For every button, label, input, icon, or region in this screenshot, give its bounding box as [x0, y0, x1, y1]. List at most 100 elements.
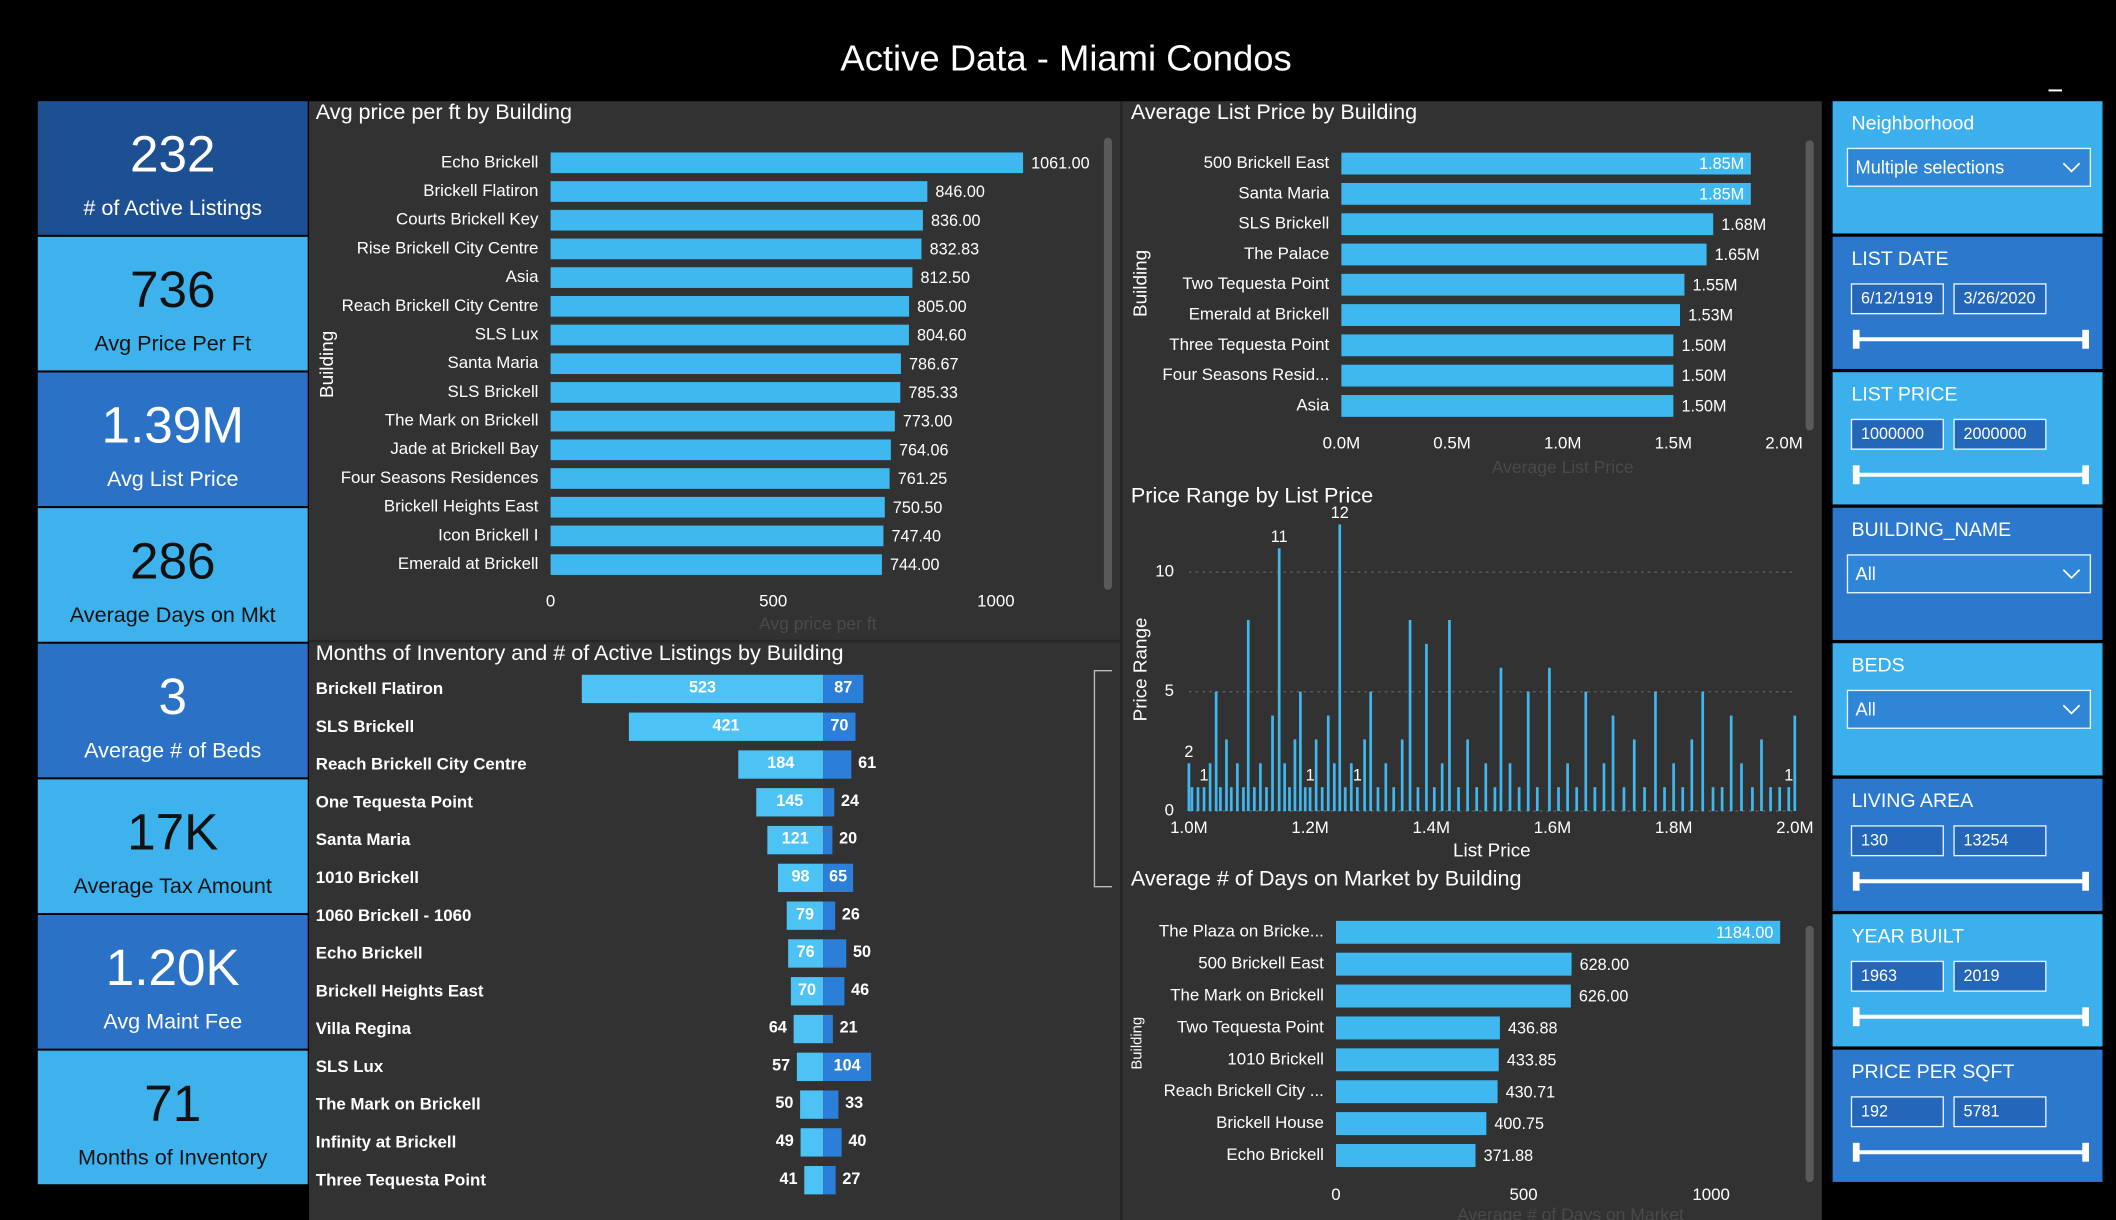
range-input[interactable]	[1850, 825, 1944, 857]
filter-label: BUILDING_NAME	[1852, 519, 2012, 541]
value-label: 523	[689, 679, 716, 697]
range-input[interactable]	[1953, 1096, 2047, 1128]
x-tick-label: 0.5M	[1433, 433, 1470, 452]
value-label: 1.55M	[1693, 276, 1738, 294]
category-label: Three Tequesta Point	[1169, 335, 1329, 354]
category-label: SLS Brickell	[316, 717, 414, 736]
bar	[1246, 619, 1250, 812]
slider-handle[interactable]	[1852, 329, 1860, 349]
dropdown[interactable]	[1846, 554, 2092, 594]
bar	[550, 267, 913, 288]
range-input[interactable]	[1953, 960, 2047, 992]
bar	[788, 939, 824, 968]
bar	[1425, 643, 1428, 812]
bar	[1341, 152, 1751, 175]
bar	[1196, 787, 1200, 812]
range-input[interactable]	[1850, 418, 1944, 450]
slider-handle[interactable]	[1852, 871, 1860, 891]
bar	[1416, 787, 1420, 812]
x-tick-label: 1.6M	[1534, 818, 1571, 837]
category-label: Emerald at Brickell	[398, 554, 539, 573]
value-label: 1.85M	[1699, 186, 1744, 204]
category-label: Villa Regina	[316, 1019, 412, 1038]
bar	[1672, 763, 1675, 812]
dropdown-chevron	[2062, 162, 2081, 173]
value-label: 27	[842, 1170, 860, 1188]
bar	[1493, 787, 1497, 812]
bar	[550, 353, 901, 375]
value-label: 804.60	[917, 327, 967, 345]
y-axis-label: Building	[1131, 250, 1152, 317]
slider-handle[interactable]	[2082, 465, 2090, 485]
bar	[823, 825, 833, 855]
category-label: Brickell House	[1216, 1113, 1324, 1132]
bar	[1219, 787, 1222, 812]
bar	[1681, 787, 1685, 812]
scrollbar	[1805, 925, 1814, 1183]
value-label: 1	[1353, 767, 1362, 785]
x-tick-label: 1.8M	[1655, 818, 1692, 837]
bar	[1363, 739, 1366, 812]
range-input[interactable]	[1850, 960, 1944, 992]
dropdown-value: Multiple selections	[1856, 158, 2005, 178]
dropdown[interactable]	[1846, 147, 2092, 187]
bar	[1236, 763, 1239, 812]
slider-handle[interactable]	[2082, 1142, 2090, 1162]
range-input[interactable]	[1953, 418, 2047, 450]
range-input[interactable]	[1850, 283, 1944, 315]
category-label: 1010 Brickell	[1227, 1049, 1324, 1068]
slider-handle[interactable]	[1852, 1007, 1860, 1027]
x-tick-label: 1.5M	[1655, 433, 1692, 452]
value-label: 1.85M	[1699, 155, 1744, 173]
x-tick-label: 1.2M	[1291, 818, 1328, 837]
kpi-value: 1.39M	[101, 397, 243, 454]
bar	[823, 712, 856, 741]
bar	[1341, 364, 1674, 387]
bar	[1575, 787, 1579, 812]
x-tick-label: 0	[546, 591, 555, 610]
slider-handle[interactable]	[2082, 871, 2090, 891]
kpi-value: 286	[130, 532, 216, 589]
category-label: Emerald at Brickell	[1189, 304, 1330, 323]
kpi-value: 3	[158, 668, 187, 725]
category-label: Echo Brickell	[316, 944, 423, 963]
range-value: 1000000	[1861, 425, 1924, 443]
bar	[1341, 273, 1685, 296]
bar	[1335, 1112, 1487, 1136]
value-label: 70	[830, 716, 848, 734]
x-tick-label: 1000	[977, 591, 1015, 610]
bar	[550, 324, 909, 346]
range-input[interactable]	[1850, 1096, 1944, 1128]
bar	[1432, 787, 1436, 812]
bar	[767, 825, 824, 855]
range-input[interactable]	[1953, 283, 2047, 315]
category-label: Santa Maria	[316, 830, 411, 849]
slider-handle[interactable]	[2082, 329, 2090, 349]
kpi-card	[37, 1050, 308, 1185]
category-label: SLS Lux	[475, 324, 539, 343]
bar	[1384, 763, 1388, 812]
bar	[823, 788, 835, 817]
kpi-label: Avg List Price	[107, 466, 239, 491]
bar	[1338, 524, 1342, 812]
slider-handle[interactable]	[1852, 465, 1860, 485]
value-label: 786.67	[909, 355, 959, 373]
category-label: Brickell Flatiron	[316, 679, 443, 698]
bar	[1475, 787, 1479, 812]
value-label: 184	[767, 754, 794, 772]
bar	[1349, 763, 1353, 812]
bar	[1332, 763, 1336, 812]
bar	[1769, 787, 1772, 812]
value-label: 1.65M	[1715, 246, 1760, 264]
dropdown[interactable]	[1846, 689, 2092, 729]
slider-handle[interactable]	[1852, 1142, 1860, 1162]
bar	[1271, 715, 1274, 812]
scrollbar	[1805, 140, 1814, 431]
range-input[interactable]	[1953, 825, 2047, 857]
slider-handle[interactable]	[2082, 1007, 2090, 1027]
range-value: 6/12/1919	[1861, 290, 1933, 308]
category-label: The Mark on Brickell	[385, 411, 539, 430]
kpi-card	[37, 101, 308, 235]
value-label: 11	[1271, 528, 1288, 546]
